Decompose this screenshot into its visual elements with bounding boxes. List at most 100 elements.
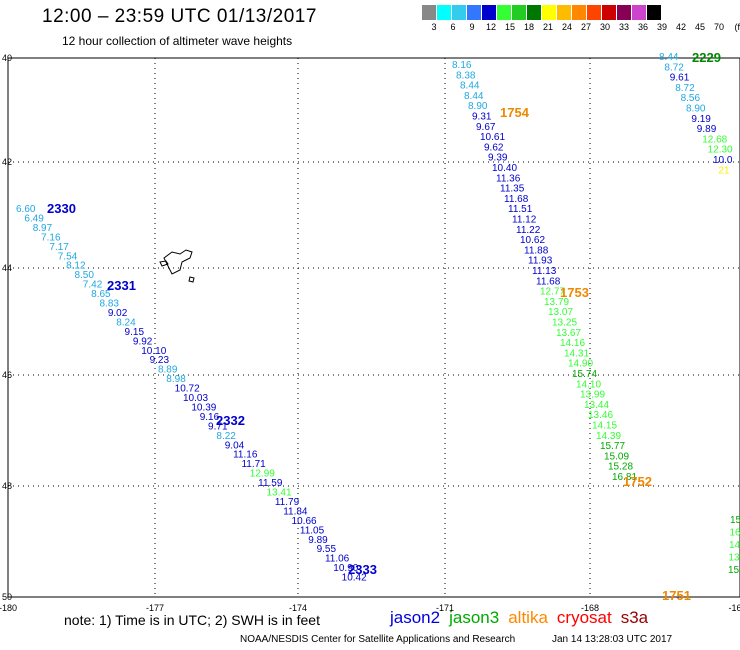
color-scale-tick-label: 39 [656,22,668,32]
wave-height-value: 16.81 [612,472,637,483]
wave-height-value: 11.35 [500,184,525,195]
wave-height-value: 13.46 [588,410,613,421]
wave-height-value: 13.79 [544,297,569,308]
wave-height-value: 8.44 [460,81,480,92]
credit-timestamp: Jan 14 13:28:03 UTC 2017 [552,634,673,645]
wave-height-value: 8.83 [100,299,120,310]
wave-height-value: 8.44 [464,91,484,102]
wave-height-value: 9.71 [208,421,228,432]
island-outline [188,276,195,283]
color-scale-tick-label: 9 [469,22,475,32]
wave-height-value: 8.89 [158,365,178,376]
color-scale-tick-label: 6 [450,22,456,32]
color-scale-tick-label: 24 [561,22,573,32]
wave-height-value: 12.99 [250,469,275,480]
island-outline [163,249,193,275]
wave-height-value: 11.68 [504,194,529,205]
wave-height-value: 8.12 [66,261,86,272]
wave-height-value: 11.51 [508,204,533,215]
wave-height-value: 10.40 [492,163,517,174]
color-scale-tick-label: 36 [637,22,649,32]
wave-height-value: 7.17 [49,242,69,253]
pass-time-label: 2330 [47,201,76,216]
color-swatch [632,5,647,20]
wave-height-value: 9.31 [472,112,492,123]
wave-height-value: 9.67 [476,122,496,133]
wave-height-value: 11.13 [532,266,557,277]
wave-height-value: 10.10 [141,346,166,357]
legend-item-jason3: jason3 [449,608,500,627]
color-scale-tick-label: 70 [713,22,725,32]
wave-height-value: 10.39 [191,402,216,413]
wave-height-value: 8.90 [686,104,706,115]
wave-height-value: 8.72 [675,83,695,94]
wave-height-value: 14.15 [592,421,617,432]
wave-height-value: 9.02 [108,308,128,319]
wave-height-value: 12.30 [708,145,733,156]
color-scale-tick-label: 12 [485,22,497,32]
wave-height-value: 9.15 [125,327,145,338]
wave-height-value: 6.60 [16,204,36,215]
color-scale-tick-label: 21 [542,22,554,32]
lat-label: 48 [2,481,12,491]
wave-height-value: 9.89 [308,535,328,546]
wave-height-value: 11.93 [528,256,553,267]
map-frame [7,57,740,598]
color-swatch [587,5,602,20]
pass-time-label: 2331 [107,278,136,293]
wave-height-value: 10.42 [342,573,367,584]
wave-height-value: 11.36 [496,173,521,184]
wave-height-value: 8.50 [74,270,94,281]
pass-time-label: 1754 [500,105,530,120]
wave-height-value: 8.56 [681,93,701,104]
legend-item-cryosat: cryosat [556,608,612,627]
color-swatch [437,5,452,20]
wave-height-value: 8.72 [664,62,684,73]
pass-time-label: 2332 [216,413,245,428]
wave-height-value: 11.05 [300,525,325,536]
color-scale-swatches [422,5,662,20]
wave-height-value: 8.44 [659,52,679,63]
lat-label: 46 [2,370,12,380]
wave-height-value: 16.6 [730,528,740,539]
wave-height-value: 10.72 [175,384,200,395]
wave-height-value: 14.90 [568,359,593,370]
wave-height-value: 10.61 [480,132,505,143]
lon-label: -168 [581,603,599,613]
color-swatch [557,5,572,20]
legend-item-s3a: s3a [620,608,649,627]
wave-height-value: 11.84 [283,506,308,517]
pass-time-label: 1752 [623,474,652,489]
wave-height-value: 8.38 [456,70,476,81]
wave-height-value: 12.68 [702,134,727,145]
color-swatch [647,5,662,20]
wave-height-value: 10.0 [713,155,733,166]
wave-height-value: 9.39 [488,153,508,164]
wave-height-value: 11.16 [233,450,258,461]
lat-label: 44 [2,263,12,273]
lat-label: 40 [2,53,12,63]
note-text: note: 1) Time is in UTC; 2) SWH is in fe… [64,612,320,628]
wave-height-value: 9.55 [317,544,337,555]
wave-height-value: 9.04 [225,440,245,451]
color-swatch [617,5,632,20]
wave-height-value: 9.19 [691,114,711,125]
pass-time-label: 1751 [662,588,691,603]
lat-label: 42 [2,157,12,167]
wave-height-value: 13.07 [548,307,573,318]
wave-height-value: 9.92 [133,336,153,347]
color-swatch [527,5,542,20]
wave-height-value: 11.71 [241,459,266,470]
wave-height-value: 11.06 [325,554,350,565]
color-swatch [602,5,617,20]
wave-height-value: 9.23 [150,355,170,366]
wave-height-value: 14.16 [560,338,585,349]
wave-height-value: 10.03 [183,393,208,404]
wave-height-value: 9.89 [697,124,717,135]
wave-height-value: 11.12 [512,215,537,226]
lon-label: -171 [436,603,454,613]
lat-label: 50 [2,592,12,602]
